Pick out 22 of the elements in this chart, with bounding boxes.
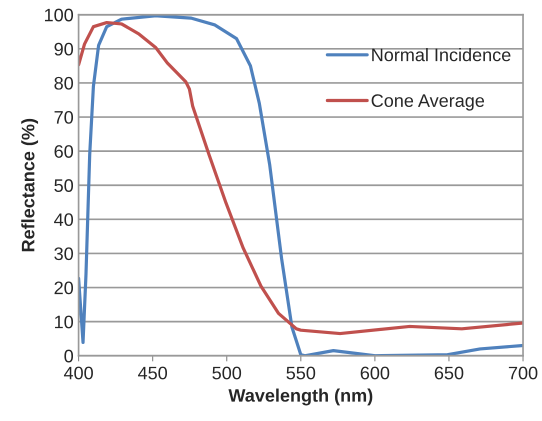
legend-label: Cone Average: [372, 94, 484, 111]
x-tick-label: 500: [212, 366, 242, 380]
x-tick-label: 400: [64, 366, 93, 380]
y-tick-label: 80: [54, 76, 74, 90]
x-tick-label: 450: [138, 366, 168, 380]
y-tick-label: 100: [44, 8, 74, 22]
y-tick-label: 50: [54, 179, 74, 192]
y-tick-label: 30: [54, 247, 74, 260]
y-tick-label: 70: [54, 110, 74, 124]
y-tick-label: 90: [54, 42, 74, 56]
y-tick-label: 40: [54, 213, 74, 226]
y-tick-label: 0: [64, 350, 74, 362]
x-tick-label: 650: [434, 366, 464, 380]
y-tick-label: 20: [54, 281, 74, 294]
x-tick-label: 550: [286, 366, 316, 380]
x-tick-label: 700: [508, 366, 538, 380]
y-tick-label: 10: [55, 316, 74, 328]
y-tick-label: 60: [54, 145, 74, 158]
x-tick-label: 600: [360, 366, 390, 380]
y-axis-title: Reflectance (%): [21, 118, 38, 252]
legend-label: Normal Incidence: [372, 48, 510, 62]
x-axis-title: Wavelength (nm): [228, 388, 372, 406]
